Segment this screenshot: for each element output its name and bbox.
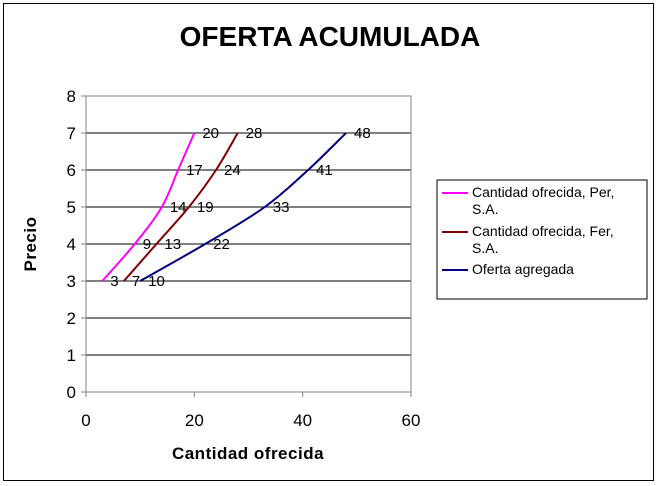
data-label: 28 bbox=[246, 125, 263, 142]
data-label: 20 bbox=[202, 125, 219, 142]
x-axis-title: Cantidad ofrecida bbox=[172, 444, 324, 463]
data-label: 9 bbox=[143, 236, 151, 253]
data-label: 41 bbox=[316, 162, 333, 179]
gridlines bbox=[86, 132, 411, 356]
y-axis-title: Precio bbox=[21, 217, 40, 272]
y-tick-label: 0 bbox=[67, 383, 76, 402]
legend-label: Oferta agregada bbox=[472, 261, 574, 277]
data-label: 7 bbox=[132, 273, 140, 290]
y-tick-label: 5 bbox=[67, 198, 76, 217]
y-tick-label: 2 bbox=[67, 309, 76, 328]
x-tick-label: 20 bbox=[185, 411, 204, 430]
x-tick-label: 40 bbox=[293, 411, 312, 430]
data-label: 22 bbox=[213, 236, 230, 253]
series-line bbox=[101, 132, 196, 282]
data-label: 48 bbox=[354, 125, 371, 142]
data-label: 14 bbox=[170, 199, 187, 216]
data-label: 24 bbox=[224, 162, 241, 179]
y-tick-label: 1 bbox=[67, 346, 76, 365]
y-tick-label: 3 bbox=[67, 272, 76, 291]
x-tick-label: 60 bbox=[402, 411, 421, 430]
legend-label: Cantidad ofrecida, Fer, S.A. bbox=[472, 223, 614, 256]
data-label: 10 bbox=[148, 273, 165, 290]
data-label: 3 bbox=[110, 273, 118, 290]
series-group: 3 9 14 17 20 7 13 19 24 28 10 22 33 41 48 bbox=[101, 125, 371, 290]
data-label: 33 bbox=[273, 199, 290, 216]
y-axis-ticks: 0 1 2 3 4 5 6 7 8 bbox=[67, 87, 86, 402]
x-axis-ticks: 0 20 40 60 bbox=[81, 392, 420, 430]
data-label: 19 bbox=[197, 199, 214, 216]
y-tick-label: 6 bbox=[67, 161, 76, 180]
x-tick-label: 0 bbox=[81, 411, 90, 430]
series-line bbox=[123, 132, 239, 282]
y-tick-label: 8 bbox=[67, 87, 76, 106]
y-tick-label: 4 bbox=[67, 235, 76, 254]
legend: Cantidad ofrecida, Per, S.A. Cantidad ofre… bbox=[436, 179, 648, 300]
y-tick-label: 7 bbox=[67, 124, 76, 143]
legend-box bbox=[436, 179, 648, 300]
data-label: 17 bbox=[186, 162, 203, 179]
data-label: 13 bbox=[164, 236, 181, 253]
series-line bbox=[139, 132, 347, 282]
chart-title: OFERTA ACUMULADA bbox=[180, 21, 481, 52]
legend-label: Cantidad ofrecida, Per, S.A. bbox=[472, 184, 614, 217]
